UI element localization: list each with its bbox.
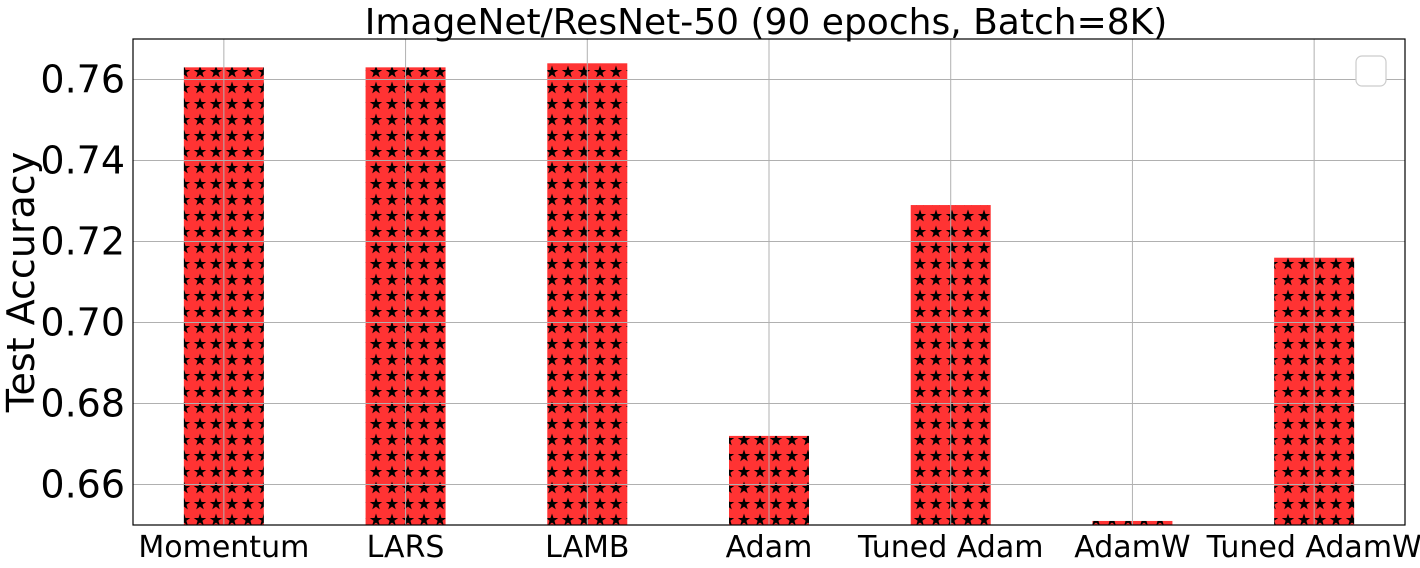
x-tick-label: AdamW — [1074, 530, 1190, 565]
y-tick-label: 0.70 — [40, 301, 125, 345]
x-tick-label: Adam — [726, 530, 813, 565]
x-tick-label: Tuned Adam — [857, 530, 1043, 565]
x-tick-label: LAMB — [545, 530, 629, 565]
y-tick-label: 0.66 — [40, 463, 125, 507]
y-tick-label: 0.68 — [40, 382, 125, 426]
y-tick-label: 0.74 — [40, 139, 125, 183]
y-axis-label: Test Accuracy — [0, 152, 43, 413]
y-tick-label: 0.76 — [40, 58, 125, 102]
x-tick-label: LARS — [367, 530, 445, 565]
x-tick-labels: Momentum LARS LAMB Adam Tuned Adam AdamW Tuned… — [138, 530, 1420, 565]
bars — [133, 39, 1405, 526]
x-tick-label: Tuned AdamW — [1206, 530, 1420, 565]
y-tick-label: 0.72 — [40, 220, 125, 264]
x-tick-label: Momentum — [138, 530, 309, 565]
legend-box — [1355, 55, 1387, 87]
plot-frame — [132, 38, 1406, 526]
chart-title: ImageNet/ResNet-50 (90 epochs, Batch=8K) — [365, 2, 1168, 43]
y-tick-labels: 0.66 0.68 0.70 0.72 0.74 0.76 — [40, 58, 125, 507]
